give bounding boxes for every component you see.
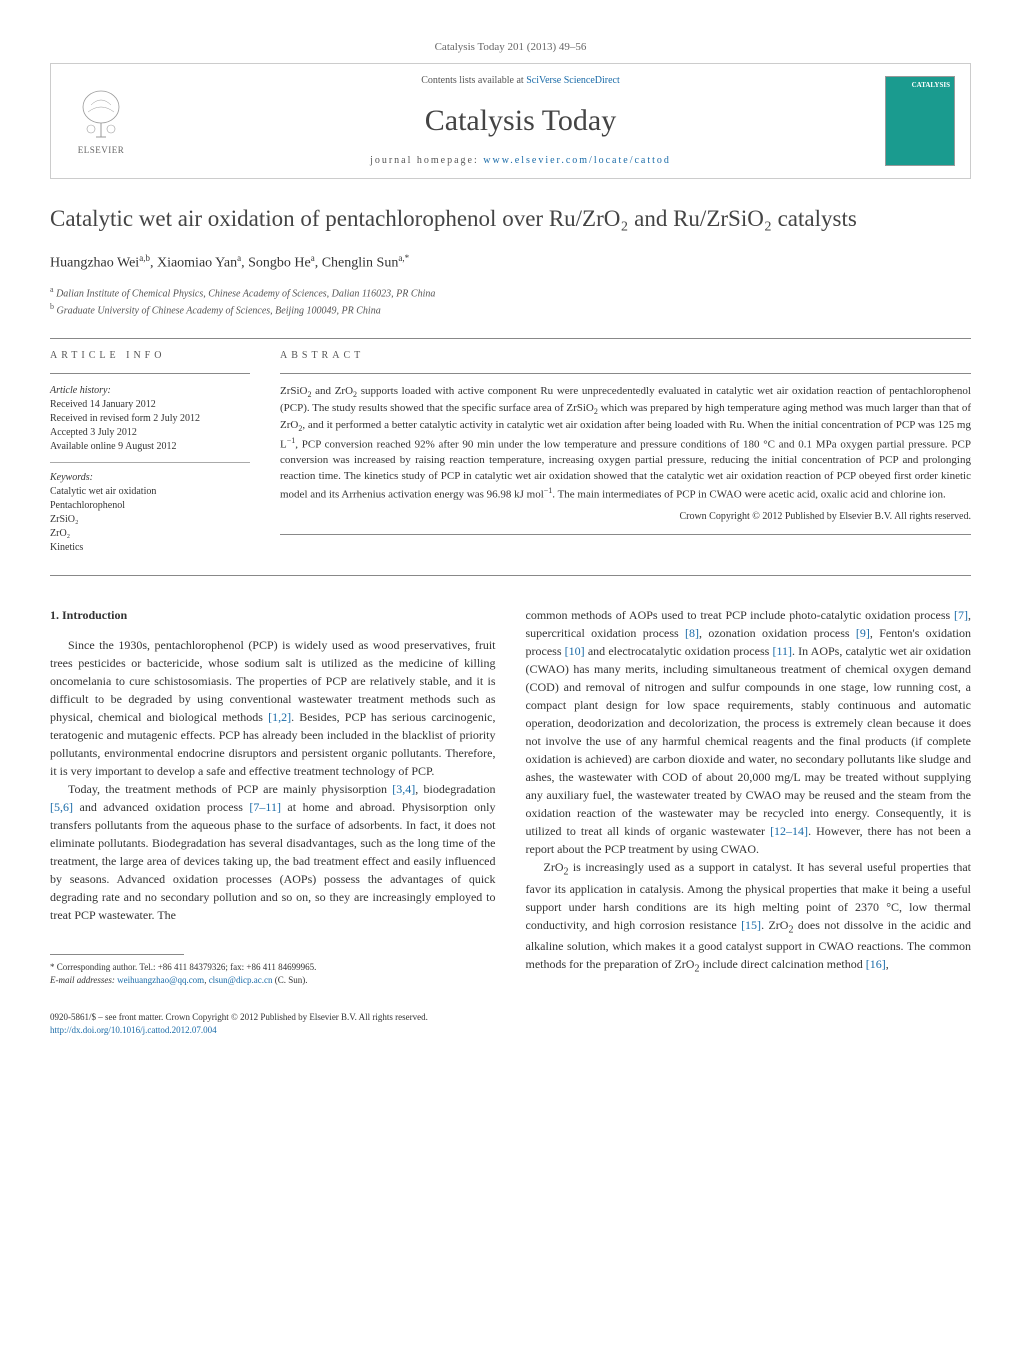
email-link-2[interactable]: clsun@dicp.ac.cn bbox=[209, 975, 273, 985]
body-columns: 1. Introduction Since the 1930s, pentach… bbox=[50, 606, 971, 986]
page-footer: 0920-5861/$ – see front matter. Crown Co… bbox=[50, 1011, 971, 1036]
homepage-link[interactable]: www.elsevier.com/locate/cattod bbox=[483, 155, 671, 166]
keyword: Kinetics bbox=[50, 541, 250, 555]
info-abstract-row: ARTICLE INFO Article history: Received 1… bbox=[50, 349, 971, 555]
keyword: ZrO₂ bbox=[50, 527, 250, 541]
divider bbox=[280, 373, 971, 374]
journal-header-box: ELSEVIER Contents lists available at Sci… bbox=[50, 63, 971, 179]
email-line: E-mail addresses: weihuangzhao@qq.com, c… bbox=[50, 974, 496, 987]
body-column-right: common methods of AOPs used to treat PCP… bbox=[526, 606, 972, 986]
abstract-text: ZrSiO2 and ZrO2 supports loaded with act… bbox=[280, 384, 971, 503]
sciencedirect-link[interactable]: SciVerse ScienceDirect bbox=[526, 75, 620, 86]
journal-homepage-line: journal homepage: www.elsevier.com/locat… bbox=[156, 154, 885, 168]
history-online: Available online 9 August 2012 bbox=[50, 440, 250, 454]
divider bbox=[50, 575, 971, 576]
body-paragraph: Since the 1930s, pentachlorophenol (PCP)… bbox=[50, 636, 496, 780]
section-heading-introduction: 1. Introduction bbox=[50, 606, 496, 624]
body-paragraph: ZrO2 is increasingly used as a support i… bbox=[526, 858, 972, 976]
history-received: Received 14 January 2012 bbox=[50, 398, 250, 412]
header-center: Contents lists available at SciVerse Sci… bbox=[156, 74, 885, 168]
keyword: ZrSiO₂ bbox=[50, 513, 250, 527]
keywords-block: Keywords: Catalytic wet air oxidation Pe… bbox=[50, 471, 250, 555]
corresponding-line: * Corresponding author. Tel.: +86 411 84… bbox=[50, 961, 496, 974]
publisher-name: ELSEVIER bbox=[78, 144, 125, 157]
footnote-divider bbox=[50, 954, 184, 955]
journal-name: Catalysis Today bbox=[156, 100, 885, 142]
elsevier-tree-icon bbox=[76, 87, 126, 142]
article-info-column: ARTICLE INFO Article history: Received 1… bbox=[50, 349, 250, 555]
keyword: Catalytic wet air oxidation bbox=[50, 485, 250, 499]
article-info-heading: ARTICLE INFO bbox=[50, 349, 250, 363]
affiliations-block: a Dalian Institute of Chemical Physics, … bbox=[50, 284, 971, 319]
affiliation-a: a Dalian Institute of Chemical Physics, … bbox=[50, 284, 971, 301]
history-revised: Received in revised form 2 July 2012 bbox=[50, 412, 250, 426]
body-paragraph: common methods of AOPs used to treat PCP… bbox=[526, 606, 972, 858]
abstract-copyright: Crown Copyright © 2012 Published by Else… bbox=[280, 510, 971, 524]
keyword: Pentachlorophenol bbox=[50, 499, 250, 513]
contents-prefix: Contents lists available at bbox=[421, 75, 526, 86]
divider bbox=[50, 373, 250, 374]
cover-label: CATALYSIS bbox=[912, 81, 950, 91]
divider bbox=[280, 534, 971, 535]
history-accepted: Accepted 3 July 2012 bbox=[50, 426, 250, 440]
body-column-left: 1. Introduction Since the 1930s, pentach… bbox=[50, 606, 496, 986]
abstract-heading: ABSTRACT bbox=[280, 349, 971, 363]
history-label: Article history: bbox=[50, 384, 250, 398]
affiliation-b: b Graduate University of Chinese Academy… bbox=[50, 301, 971, 318]
authors-line: Huangzhao Weia,b, Xiaomiao Yana, Songbo … bbox=[50, 252, 971, 273]
keywords-label: Keywords: bbox=[50, 471, 250, 485]
publisher-logo: ELSEVIER bbox=[66, 81, 136, 161]
corresponding-author-footnote: * Corresponding author. Tel.: +86 411 84… bbox=[50, 961, 496, 986]
journal-cover-thumbnail: CATALYSIS bbox=[885, 76, 955, 166]
homepage-prefix: journal homepage: bbox=[370, 155, 483, 166]
abstract-column: ABSTRACT ZrSiO2 and ZrO2 supports loaded… bbox=[280, 349, 971, 555]
journal-citation-header: Catalysis Today 201 (2013) 49–56 bbox=[50, 40, 971, 55]
article-history-block: Article history: Received 14 January 201… bbox=[50, 384, 250, 463]
doi-link[interactable]: http://dx.doi.org/10.1016/j.cattod.2012.… bbox=[50, 1025, 217, 1035]
email-link-1[interactable]: weihuangzhao@qq.com bbox=[117, 975, 204, 985]
email-label: E-mail addresses: bbox=[50, 975, 117, 985]
divider bbox=[50, 338, 971, 339]
email-suffix: (C. Sun). bbox=[272, 975, 307, 985]
body-paragraph: Today, the treatment methods of PCP are … bbox=[50, 780, 496, 924]
article-title: Catalytic wet air oxidation of pentachlo… bbox=[50, 204, 971, 234]
footer-copyright: 0920-5861/$ – see front matter. Crown Co… bbox=[50, 1011, 971, 1024]
contents-available-line: Contents lists available at SciVerse Sci… bbox=[156, 74, 885, 88]
